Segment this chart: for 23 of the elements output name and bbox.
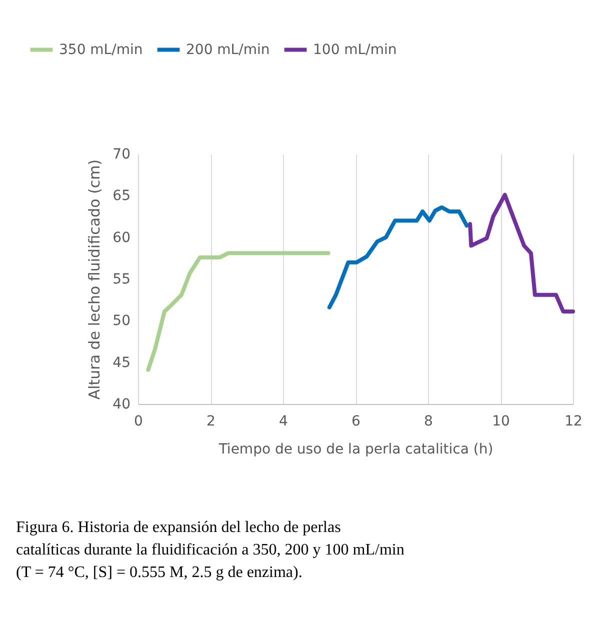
y-tick-label: 60	[112, 230, 130, 246]
legend-label: 100 mL/min	[313, 42, 397, 58]
x-tick-label: 2	[206, 414, 216, 430]
x-tick-label: 6	[352, 414, 361, 430]
x-tick-label: 10	[492, 414, 510, 430]
line-series	[327, 205, 469, 310]
text: Figura 6. Historia de expansión del lecho de perlas catalíticas durante la fluidificación a 350, 200 y 100 mL/min (T = 74 °C, [S] = 0.555 M, 2.5 g de enzima).	[16, 519, 404, 581]
y-tick-label: 40	[112, 396, 130, 412]
y-axis-title: Altura de lecho fluidificado (cm)	[86, 159, 104, 400]
line-series	[146, 251, 330, 372]
y-tick-label: 70	[112, 146, 130, 162]
y-tick-label: 50	[112, 313, 130, 330]
x-axis-title: Tiempo de uso de la perla catalitica (h)	[218, 442, 494, 458]
x-tick-label: 8	[424, 414, 433, 430]
y-tick-label: 65	[112, 188, 130, 204]
x-tick-label: 12	[564, 414, 582, 430]
y-tick-label: 45	[112, 354, 130, 371]
x-tick-label: 0	[134, 414, 143, 430]
line-series	[468, 192, 575, 314]
legend-label: 350 mL/min	[59, 42, 143, 58]
legend-label: 200 mL/min	[186, 42, 270, 58]
y-tick-label: 55	[112, 272, 130, 288]
x-tick-label: 4	[279, 414, 288, 430]
